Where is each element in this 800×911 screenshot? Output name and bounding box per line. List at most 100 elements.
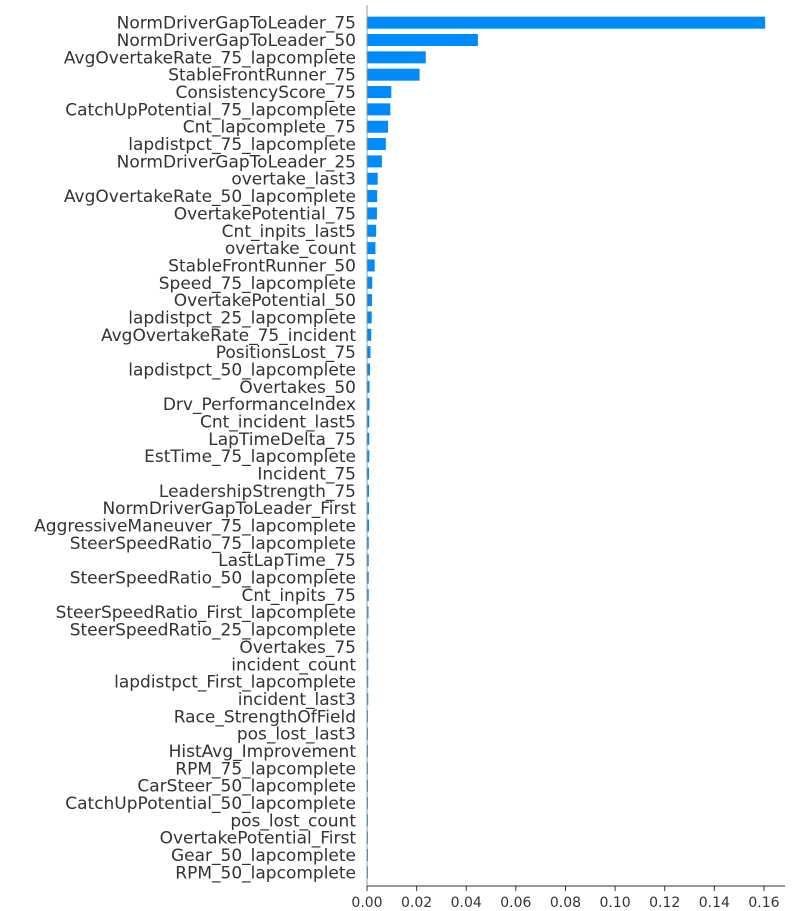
category-label: EstTime_75_lapcomplete [144, 447, 356, 467]
category-label: SteerSpeedRatio_First_lapcomplete [56, 603, 356, 623]
bar-PositionsLost_75 [367, 346, 371, 359]
x-tick-label: 0.02 [401, 895, 432, 911]
category-label: StableFrontRunner_75 [168, 66, 356, 86]
bar-Overtakes_50 [367, 380, 370, 393]
bar-SteerSpeedRatio_First_lapcomplete [367, 606, 369, 619]
category-label: lapdistpct_50_lapcomplete [128, 360, 356, 380]
bar-Cnt_inpits_75 [367, 588, 369, 601]
category-label: Race_StrengthOfField [174, 707, 356, 727]
category-label: Drv_PerformanceIndex [163, 395, 356, 415]
x-tick-label: 0.10 [600, 895, 631, 911]
category-label: Cnt_incident_last5 [200, 412, 356, 432]
bar-CatchUpPotential_75_lapcomplete [367, 103, 391, 116]
x-tick-label: 0.08 [550, 895, 581, 911]
bar-lapdistpct_25_lapcomplete [367, 311, 372, 324]
category-label: RPM_50_lapcomplete [175, 863, 356, 883]
category-label: CatchUpPotential_50_lapcomplete [65, 794, 356, 814]
x-tick-label: 0.12 [649, 895, 680, 911]
x-tick-label: 0.04 [451, 895, 482, 911]
bar-NormDriverGapToLeader_First [367, 502, 369, 515]
x-tick-label: 0.14 [699, 895, 730, 911]
category-label: Incident_75 [257, 465, 356, 485]
category-label: lapdistpct_First_lapcomplete [114, 673, 356, 693]
category-label: Cnt_lapcomplete_75 [183, 118, 356, 138]
category-label: OvertakePotential_First [160, 829, 357, 849]
category-label: OvertakePotential_75 [174, 204, 356, 224]
bar-SteerSpeedRatio_25_lapcomplete [367, 623, 369, 636]
bar-SteerSpeedRatio_75_lapcomplete [367, 536, 369, 549]
category-label: SteerSpeedRatio_75_lapcomplete [70, 534, 356, 554]
bar-NormDriverGapToLeader_25 [367, 155, 382, 168]
category-label: CatchUpPotential_75_lapcomplete [65, 100, 356, 120]
bar-overtake_last3 [367, 172, 378, 185]
bar-Cnt_lapcomplete_75 [367, 120, 389, 133]
category-label: Overtakes_50 [239, 378, 356, 398]
category-label: AvgOvertakeRate_50_lapcomplete [64, 187, 356, 207]
bar-AvgOvertakeRate_75_lapcomplete [367, 51, 426, 64]
category-label: HistAvg_Improvement [169, 742, 357, 762]
category-label: RPM_75_lapcomplete [175, 759, 356, 779]
category-label: pos_lost_count [230, 811, 356, 831]
bar-lapdistpct_75_lapcomplete [367, 138, 386, 151]
bars-layer [367, 16, 766, 879]
bar-Overtakes_75 [367, 640, 369, 653]
category-label: NormDriverGapToLeader_First [102, 499, 356, 519]
bar-Cnt_inpits_last5 [367, 224, 377, 237]
category-label: SteerSpeedRatio_50_lapcomplete [70, 569, 356, 589]
category-label: incident_last3 [238, 690, 356, 710]
category-label: overtake_last3 [231, 170, 356, 190]
category-label: LastLapTime_75 [218, 551, 356, 571]
bar-AggressiveManeuver_75_lapcomplete [367, 519, 369, 532]
bar-Incident_75 [367, 467, 369, 480]
bar-OvertakePotential_50 [367, 294, 372, 307]
bar-LeadershipStrength_75 [367, 484, 369, 497]
bar-incident_last3 [367, 692, 369, 705]
bar-Speed_75_lapcomplete [367, 276, 373, 289]
category-label: CarSteer_50_lapcomplete [137, 777, 356, 797]
category-label: OvertakePotential_50 [174, 291, 356, 311]
bar-NormDriverGapToLeader_75 [367, 16, 766, 29]
bar-OvertakePotential_75 [367, 207, 377, 220]
bar-AvgOvertakeRate_50_lapcomplete [367, 190, 378, 203]
x-axis-ticks: 0.00 0.02 0.04 0.06 0.08 0.10 0.12 0.14 0.16 [351, 886, 780, 911]
bar-incident_count [367, 658, 369, 671]
category-label: Speed_75_lapcomplete [159, 274, 356, 294]
category-label: LeadershipStrength_75 [159, 482, 356, 502]
category-label: incident_count [231, 655, 356, 675]
category-label: lapdistpct_75_lapcomplete [128, 135, 356, 155]
bar-ConsistencyScore_75 [367, 86, 392, 99]
category-label: ConsistencyScore_75 [175, 83, 356, 103]
category-labels: NormDriverGapToLeader_75NormDriverGapToL… [34, 14, 356, 884]
category-label: Gear_50_lapcomplete [171, 846, 356, 866]
bar-lapdistpct_First_lapcomplete [367, 675, 369, 688]
category-label: NormDriverGapToLeader_50 [117, 31, 356, 51]
category-label: Cnt_inpits_75 [242, 586, 356, 606]
bar-LastLapTime_75 [367, 554, 369, 567]
bar-StableFrontRunner_75 [367, 68, 420, 81]
category-label: pos_lost_last3 [237, 725, 356, 745]
category-label: overtake_count [225, 239, 356, 259]
category-label: Overtakes_75 [239, 638, 356, 658]
bar-SteerSpeedRatio_50_lapcomplete [367, 571, 369, 584]
bar-EstTime_75_lapcomplete [367, 450, 370, 463]
category-label: AvgOvertakeRate_75_lapcomplete [64, 48, 356, 68]
category-label: NormDriverGapToLeader_75 [117, 14, 356, 34]
category-label: StableFrontRunner_50 [168, 256, 356, 276]
bar-StableFrontRunner_50 [367, 259, 375, 272]
bar-Cnt_incident_last5 [367, 415, 370, 428]
category-label: NormDriverGapToLeader_25 [117, 152, 356, 172]
x-tick-label: 0.06 [500, 895, 531, 911]
category-label: lapdistpct_25_lapcomplete [128, 308, 356, 328]
bar-Drv_PerformanceIndex [367, 398, 370, 411]
bar-LapTimeDelta_75 [367, 432, 370, 445]
category-label: AggressiveManeuver_75_lapcomplete [34, 517, 356, 537]
category-label: SteerSpeedRatio_25_lapcomplete [70, 621, 356, 641]
bar-NormDriverGapToLeader_50 [367, 34, 478, 47]
category-label: LapTimeDelta_75 [208, 430, 356, 450]
bar-overtake_count [367, 242, 376, 255]
bar-AvgOvertakeRate_75_incident [367, 328, 372, 341]
x-tick-label: 0.16 [748, 895, 779, 911]
bar-lapdistpct_50_lapcomplete [367, 363, 370, 376]
